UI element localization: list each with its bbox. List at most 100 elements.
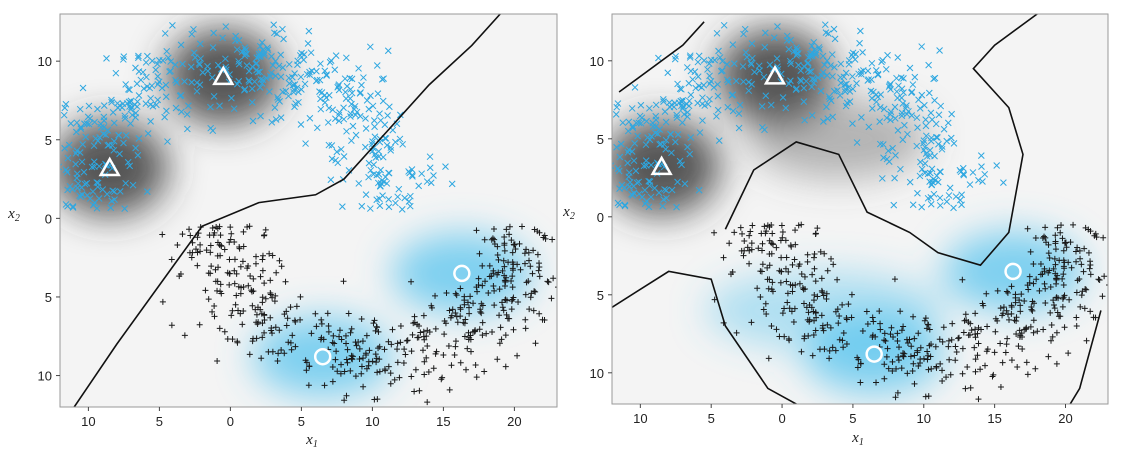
data-point	[621, 202, 629, 210]
data-point	[899, 350, 906, 357]
data-point	[428, 304, 435, 311]
data-point	[823, 72, 831, 79]
data-point	[977, 152, 985, 159]
data-point	[97, 123, 105, 131]
data-point	[332, 356, 339, 363]
data-point	[515, 298, 522, 305]
data-point	[293, 303, 300, 310]
data-point	[410, 320, 417, 327]
data-point	[817, 87, 825, 95]
data-point	[499, 299, 506, 306]
data-point	[819, 289, 826, 296]
data-point	[1008, 283, 1015, 290]
data-point	[424, 399, 431, 406]
data-point	[808, 112, 816, 119]
data-point	[346, 74, 354, 82]
data-point	[926, 178, 933, 185]
data-point	[517, 266, 524, 273]
data-point	[597, 169, 603, 175]
data-point	[811, 76, 818, 83]
data-point	[1061, 239, 1068, 246]
data-point	[761, 29, 769, 37]
data-point	[329, 106, 337, 114]
data-point	[162, 93, 170, 101]
data-point	[1003, 307, 1010, 314]
data-point	[461, 333, 468, 340]
data-point	[960, 329, 967, 336]
data-point	[356, 356, 363, 363]
data-point	[464, 345, 471, 352]
data-point	[421, 336, 428, 343]
data-point	[918, 91, 926, 99]
data-point	[355, 180, 363, 187]
data-point	[768, 222, 775, 229]
data-point	[584, 189, 590, 195]
data-point	[347, 367, 354, 374]
data-point	[916, 105, 924, 112]
data-point	[881, 361, 888, 368]
data-point	[264, 44, 271, 52]
data-point	[197, 241, 204, 248]
data-point	[502, 332, 509, 339]
data-point	[208, 263, 215, 270]
x-axis-label: x1	[851, 430, 864, 448]
data-point	[672, 138, 679, 146]
data-point	[714, 106, 722, 114]
data-point	[347, 85, 354, 93]
data-point	[805, 309, 812, 316]
data-point	[174, 242, 181, 249]
data-point	[536, 310, 543, 317]
data-point	[616, 201, 623, 209]
data-point	[662, 186, 670, 194]
data-point	[952, 193, 960, 200]
data-point	[991, 349, 998, 356]
data-point	[395, 185, 403, 193]
data-point	[889, 368, 896, 375]
data-point	[944, 119, 952, 127]
data-point	[1047, 283, 1054, 290]
data-point	[1006, 316, 1013, 323]
data-point	[876, 140, 884, 148]
data-point	[210, 92, 218, 100]
data-point	[936, 202, 944, 209]
data-point	[628, 105, 636, 112]
data-point	[749, 222, 756, 229]
data-point	[100, 123, 108, 131]
data-point	[186, 226, 193, 233]
data-point	[706, 72, 713, 80]
data-point	[746, 247, 753, 254]
data-point	[1092, 314, 1099, 321]
data-point	[510, 267, 517, 274]
data-point	[185, 102, 192, 110]
data-point	[353, 342, 360, 349]
data-point	[159, 231, 166, 238]
data-point	[426, 153, 434, 161]
data-point	[525, 249, 532, 256]
data-point	[932, 133, 940, 141]
data-point	[892, 394, 899, 401]
data-point	[242, 50, 249, 58]
y-axis-label: x2	[562, 204, 575, 222]
data-point	[257, 76, 265, 83]
data-point	[549, 236, 556, 243]
data-point	[379, 192, 386, 199]
data-point	[259, 334, 266, 341]
data-point	[646, 178, 654, 185]
data-point	[272, 116, 280, 123]
data-point	[795, 263, 802, 270]
data-point	[500, 307, 507, 314]
data-point	[631, 139, 638, 147]
data-point	[266, 72, 274, 80]
data-point	[327, 176, 335, 184]
data-point	[982, 362, 989, 369]
data-point	[699, 100, 706, 108]
data-point	[477, 308, 484, 315]
data-point	[191, 54, 199, 61]
data-point	[868, 59, 876, 67]
data-point	[947, 134, 955, 142]
y-tick-label: 5	[597, 288, 604, 303]
data-point	[898, 85, 906, 93]
data-point	[164, 54, 172, 62]
x-tick-label: 10	[633, 411, 647, 426]
data-point	[911, 335, 918, 342]
